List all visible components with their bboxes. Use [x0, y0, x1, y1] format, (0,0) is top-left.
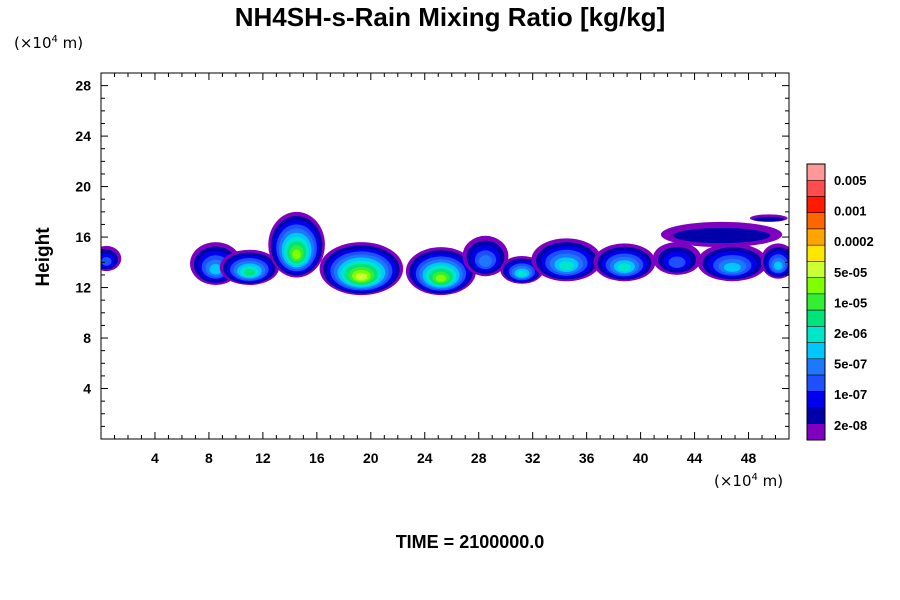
colorbar-label: 1e-07 — [834, 387, 867, 402]
x-tick-label: 48 — [741, 450, 757, 466]
colorbar-swatch — [806, 179, 826, 197]
cloud-contour — [478, 255, 493, 267]
x-axis-unit: (×104 m) — [714, 472, 784, 490]
x-tick-label: 16 — [309, 450, 325, 466]
colorbar-swatch — [806, 326, 826, 343]
colorbar-swatch — [806, 228, 826, 246]
y-tick-label: 12 — [75, 280, 91, 296]
colorbar-swatch — [806, 293, 826, 311]
x-tick-label: 24 — [417, 450, 433, 466]
colorbar-label: 0.005 — [834, 173, 867, 188]
x-tick-label: 28 — [471, 450, 487, 466]
colorbar-swatch — [806, 342, 826, 360]
cloud-contour — [101, 257, 112, 266]
colorbar-swatch — [806, 277, 826, 295]
colorbar-swatch — [806, 163, 826, 181]
x-tick-label: 8 — [205, 450, 213, 466]
colorbar-swatch — [806, 244, 826, 262]
cloud-contour — [668, 256, 686, 268]
x-tick-label: 36 — [579, 450, 595, 466]
cloud-contour — [723, 262, 741, 272]
colorbar-swatch — [806, 407, 826, 425]
y-tick-label: 28 — [75, 78, 91, 94]
colorbar-label: 2e-06 — [834, 326, 867, 341]
colorbar-label: 5e-05 — [834, 265, 867, 280]
cloud-contour — [243, 269, 255, 276]
colorbar-swatch — [806, 374, 826, 392]
colorbar-swatch — [806, 261, 826, 278]
cloud-contour — [617, 263, 631, 272]
colorbar-label: 0.001 — [834, 204, 867, 219]
y-tick-label: 24 — [75, 128, 91, 144]
y-axis-label: Height — [33, 227, 54, 287]
colorbar-label: 5e-07 — [834, 357, 867, 372]
anvil-core — [672, 227, 771, 244]
heatmap-field — [101, 211, 789, 296]
colorbar-label: 0.0002 — [834, 234, 874, 249]
y-axis-unit: (×104 m) — [14, 34, 84, 52]
anvil-core — [753, 216, 784, 222]
colorbar-swatch — [806, 358, 826, 376]
x-tick-label: 40 — [633, 450, 649, 466]
colorbar-swatch — [806, 391, 826, 408]
colorbar-label: 1e-05 — [834, 295, 867, 310]
cloud-contour — [517, 270, 527, 277]
x-tick-label: 44 — [687, 450, 703, 466]
x-tick-label: 12 — [255, 450, 271, 466]
y-tick-label: 20 — [75, 179, 91, 195]
x-tick-label: 4 — [151, 450, 159, 466]
cloud-contour — [559, 261, 574, 271]
cloud-contour — [773, 261, 783, 271]
plot-frame — [100, 72, 790, 440]
cloud-contour — [435, 274, 447, 282]
cloud-contour — [355, 272, 368, 281]
chart-title: NH4SH-s-Rain Mixing Ratio [kg/kg] — [234, 2, 666, 32]
colorbar-swatch — [806, 212, 826, 230]
colorbar-swatch — [806, 196, 826, 213]
colorbar-frame — [806, 163, 826, 441]
cloud-contour — [292, 249, 301, 260]
y-tick-label: 8 — [83, 330, 91, 346]
colorbar-swatch — [806, 309, 826, 327]
y-tick-label: 4 — [83, 381, 91, 397]
time-label: TIME = 2100000.0 — [395, 532, 545, 552]
x-tick-label: 20 — [363, 450, 379, 466]
cloud-contour — [209, 264, 222, 275]
colorbar-label: 2e-08 — [834, 418, 867, 433]
y-tick-label: 16 — [75, 229, 91, 245]
x-tick-label: 32 — [525, 450, 541, 466]
colorbar-swatch — [806, 423, 826, 441]
